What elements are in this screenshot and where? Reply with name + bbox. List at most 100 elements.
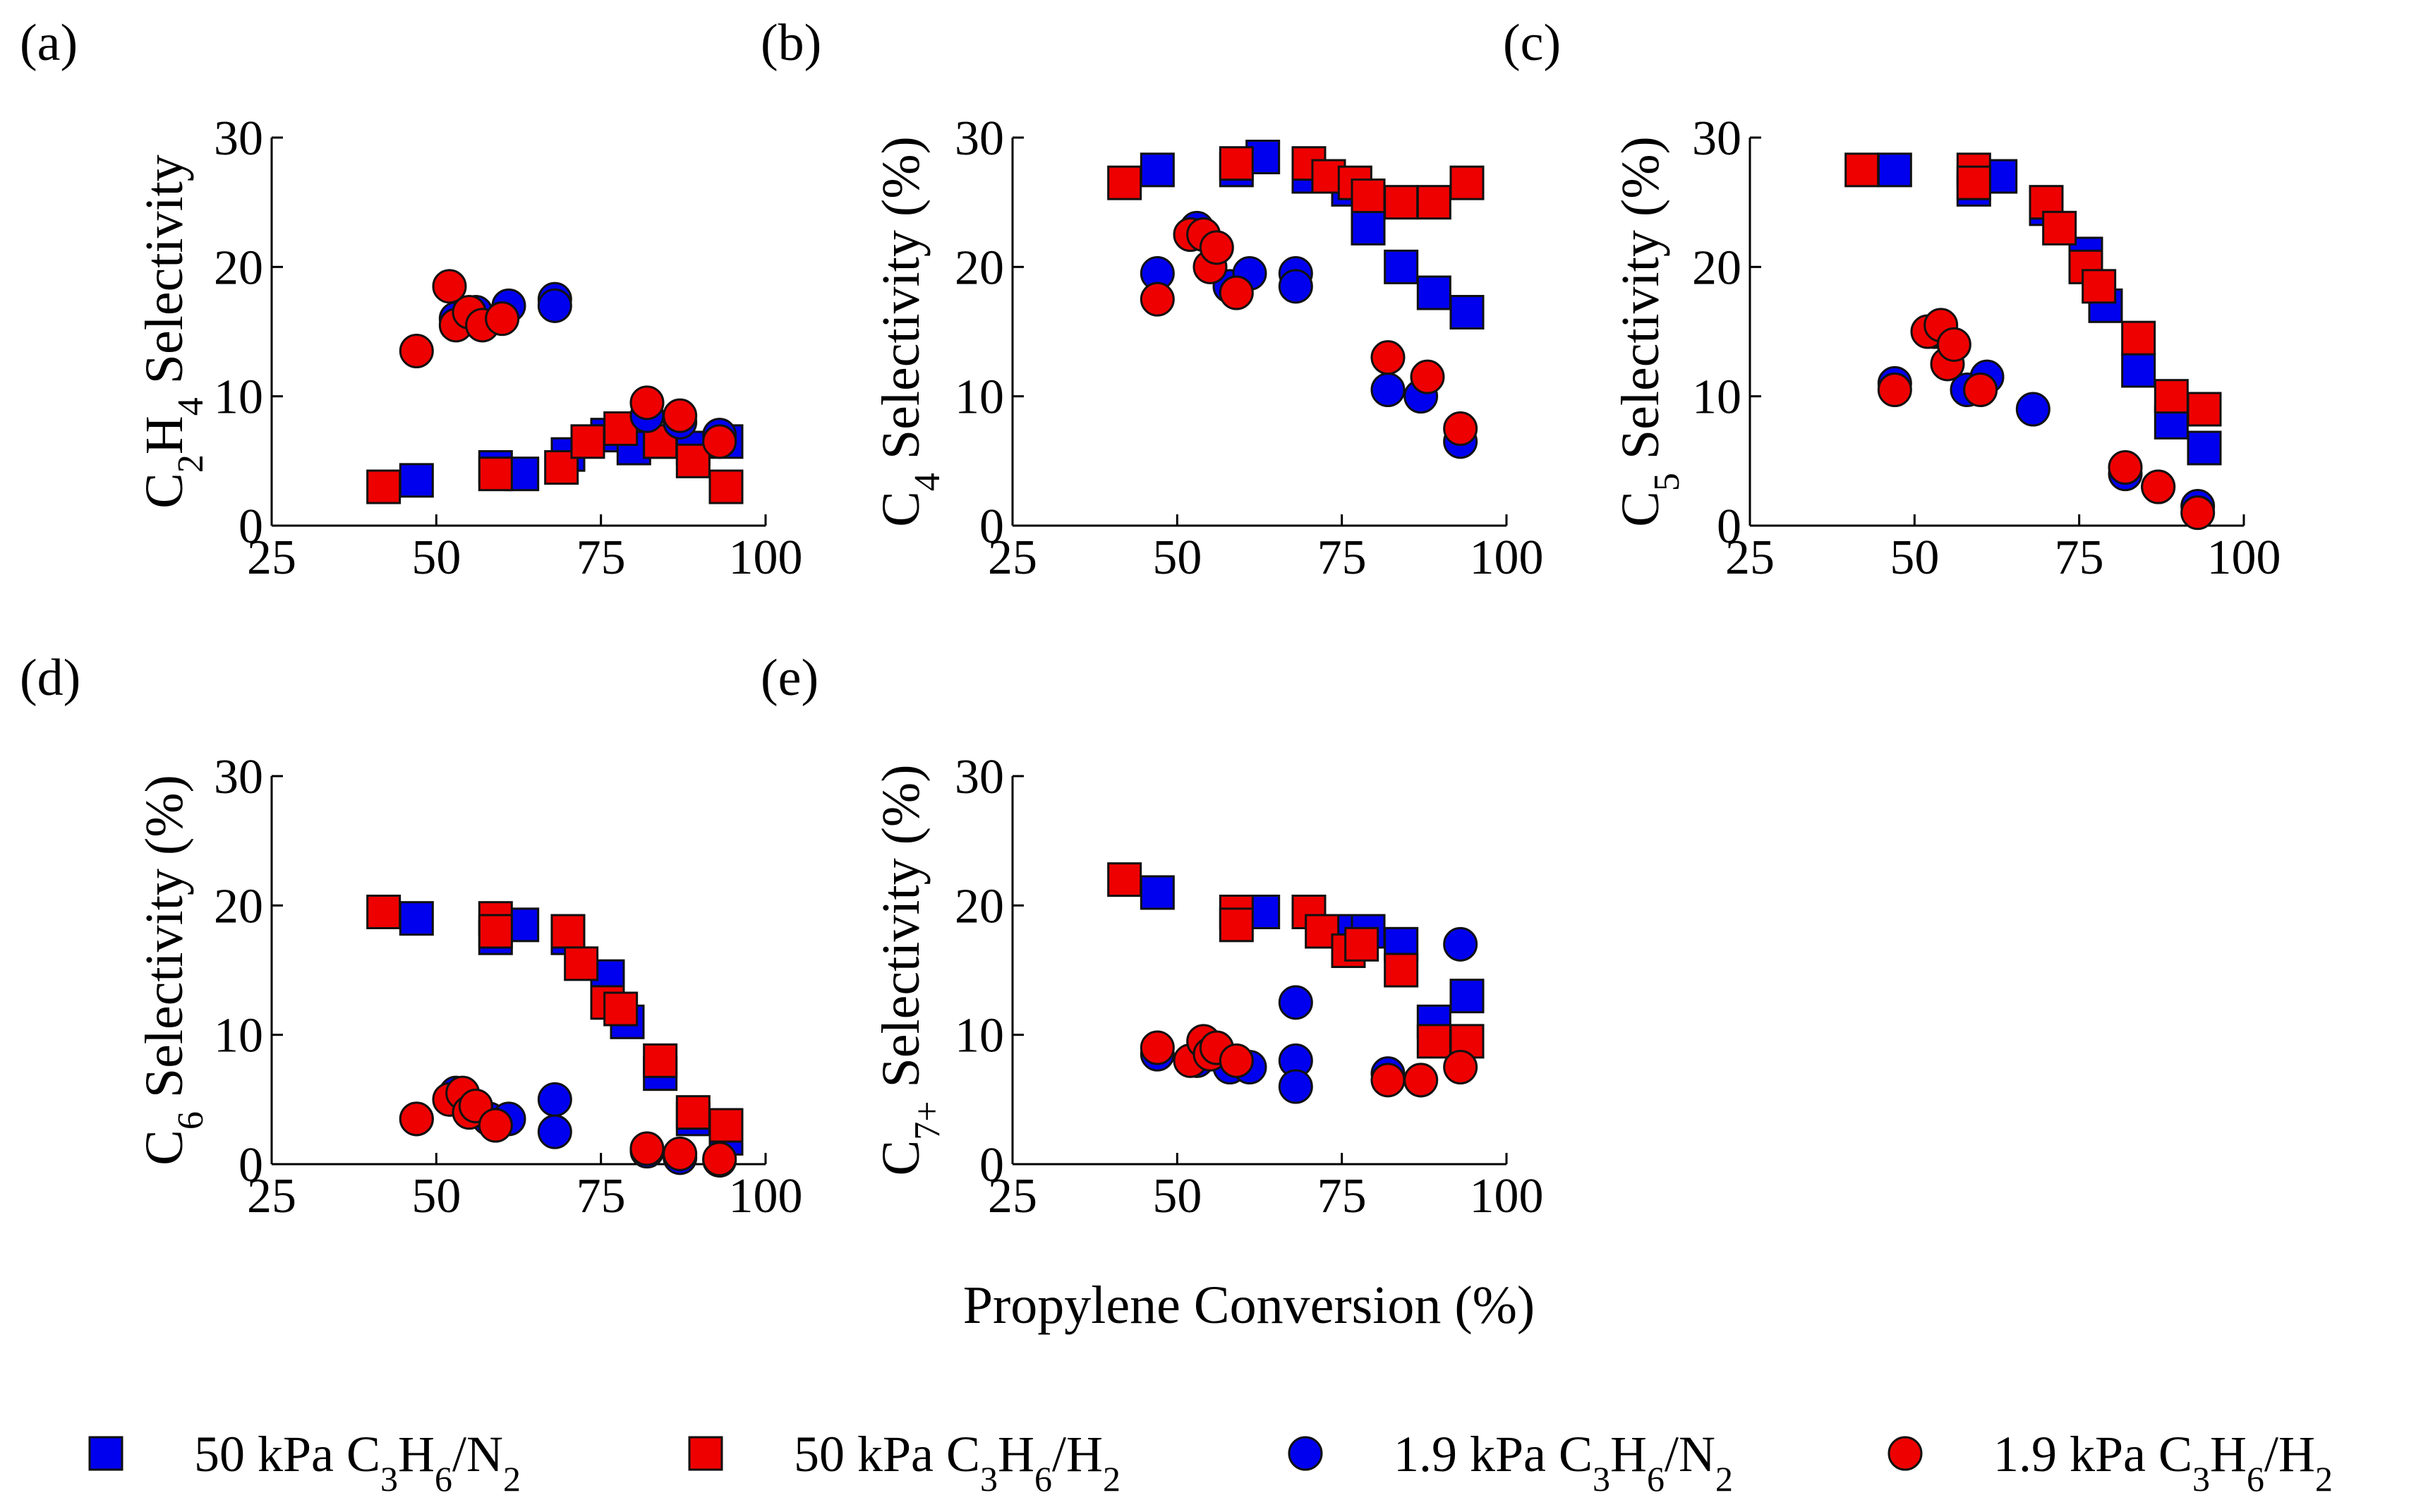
x-tick-label: 25 (247, 1169, 296, 1223)
data-point-square (1384, 952, 1419, 988)
data-point-circle (478, 1108, 513, 1143)
data-point-circle (1219, 1043, 1254, 1078)
y-tick-label: 10 (214, 370, 263, 425)
series-50-kpa-c3h6-h2 (1107, 862, 1485, 1059)
data-point-square (1219, 907, 1254, 943)
y-tick-label: 20 (214, 879, 263, 933)
legend-marker-circle (1288, 1436, 1323, 1471)
data-point-circle (1443, 1050, 1478, 1084)
panel-label: (b) (761, 14, 821, 72)
legend-item: 50 kPa C3H6/N2 (88, 1426, 521, 1499)
legend-item: 1.9 kPa C3H6/N2 (1288, 1426, 1733, 1499)
data-point-square (550, 914, 586, 949)
data-point-circle (1443, 926, 1478, 962)
x-tick-label: 50 (411, 531, 461, 585)
data-point-square (478, 914, 513, 949)
data-point-circle (1410, 359, 1445, 394)
x-tick-label: 50 (411, 1169, 461, 1223)
data-point-circle (1403, 1063, 1439, 1098)
legend-label: 50 kPa C3H6/H2 (794, 1426, 1121, 1499)
x-tick-label: 75 (576, 1169, 626, 1223)
data-point-square (1351, 210, 1386, 246)
data-point-circle (2141, 469, 2176, 504)
panel-label: (c) (1503, 14, 1561, 72)
y-tick-label: 10 (1692, 370, 1741, 425)
y-tick-label: 30 (214, 750, 263, 804)
data-point-circle (629, 385, 665, 421)
y-tick-label: 10 (214, 1009, 263, 1063)
data-point-square (1107, 862, 1142, 897)
data-point-square (2187, 430, 2222, 466)
panel-label: (e) (761, 649, 819, 707)
data-point-circle (1278, 269, 1313, 304)
legend-label: 50 kPa C3H6/N2 (194, 1426, 521, 1499)
data-point-square (1384, 249, 1419, 284)
x-tick-label: 50 (1890, 531, 1939, 585)
data-point-circle (537, 288, 572, 323)
y-tick-label: 20 (214, 241, 263, 295)
data-point-square (708, 1108, 744, 1143)
x-tick-label: 50 (1152, 531, 1202, 585)
y-tick-label: 10 (955, 370, 1004, 425)
data-point-square (1844, 152, 1880, 188)
data-point-square (1351, 179, 1386, 213)
legend-item: 1.9 kPa C3H6/H2 (1888, 1426, 2333, 1499)
y-axis-title: C4 Selectivity (%) (871, 136, 948, 527)
data-point-circle (1370, 340, 1406, 375)
data-point-square (1416, 275, 1451, 310)
legend-marker-square (688, 1436, 723, 1471)
data-point-circle (537, 1082, 572, 1117)
data-point-square (2121, 320, 2156, 356)
data-point-square (570, 424, 605, 459)
y-tick-label: 20 (955, 879, 1004, 933)
data-point-square (1877, 152, 1912, 188)
data-point-square (2121, 353, 2156, 388)
data-point-circle (1443, 411, 1478, 446)
x-tick-label: 25 (1725, 531, 1775, 585)
y-tick-label: 0 (979, 500, 1004, 554)
data-point-square (1140, 152, 1175, 188)
data-point-circle (1140, 282, 1175, 317)
x-tick-label: 75 (2055, 531, 2104, 585)
data-point-square (399, 901, 434, 936)
series-50-kpa-c3h6-h2 (366, 411, 744, 504)
data-point-square (1449, 165, 1485, 200)
series-50-kpa-c3h6-h2 (1844, 152, 2222, 427)
series-1-9-kpa-c3h6-h2 (399, 1075, 737, 1177)
data-point-square (1140, 875, 1175, 910)
data-point-square (643, 1043, 678, 1078)
data-point-square (1449, 295, 1485, 329)
data-point-square (478, 456, 513, 492)
data-point-circle (1199, 230, 1234, 265)
x-tick-label: 100 (1470, 1169, 1544, 1223)
data-point-circle (1963, 373, 1998, 407)
data-point-circle (1140, 1030, 1175, 1065)
y-tick-label: 30 (214, 111, 263, 166)
data-point-circle (1370, 373, 1406, 407)
y-tick-label: 0 (979, 1138, 1004, 1192)
series-1-9-kpa-c3h6-h2 (1140, 1024, 1478, 1098)
data-point-square (2154, 379, 2189, 414)
data-point-square (1384, 185, 1419, 220)
x-tick-label: 50 (1152, 1169, 1202, 1223)
legend-item: 50 kPa C3H6/H2 (688, 1426, 1121, 1499)
data-point-circle (1370, 1063, 1406, 1098)
data-point-circle (399, 334, 434, 368)
data-point-square (2187, 392, 2222, 427)
data-point-circle (629, 1131, 665, 1166)
data-point-circle (2108, 450, 2143, 485)
y-axis-title: C2H4 Selectivity (135, 155, 211, 509)
data-point-circle (432, 269, 467, 304)
data-point-circle (2015, 392, 2050, 427)
data-point-square (1107, 165, 1142, 200)
series-50-kpa-c3h6-h2 (366, 895, 744, 1143)
y-tick-label: 30 (955, 111, 1004, 166)
legend-marker-circle (1888, 1436, 1923, 1471)
data-point-circle (663, 398, 698, 433)
data-point-square (675, 1095, 711, 1130)
